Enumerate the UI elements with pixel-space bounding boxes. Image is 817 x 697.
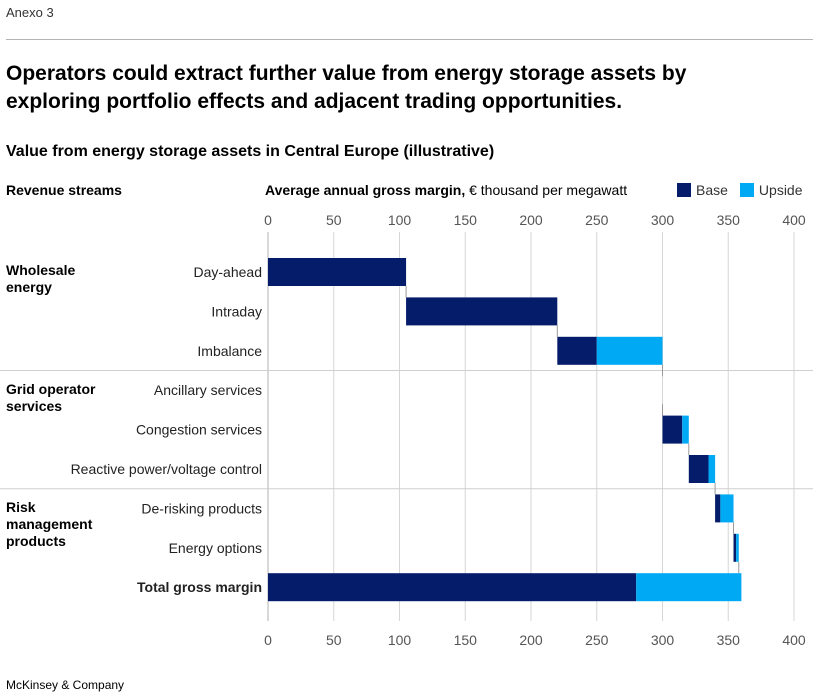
x-tick-label-top: 50	[326, 212, 342, 228]
x-tick-label-top: 250	[585, 212, 609, 228]
chart-subtitle: Value from energy storage assets in Cent…	[6, 143, 495, 160]
exhibit-label: Anexo 3	[6, 5, 54, 20]
bar-base	[688, 455, 709, 483]
legend: Base Upside	[677, 182, 803, 198]
group-label: Grid operator services	[6, 380, 96, 414]
x-tick-label-top: 0	[264, 212, 272, 228]
category-label: Reactive power/voltage control	[71, 461, 262, 477]
category-label: Total gross margin	[137, 579, 262, 595]
category-label: Energy options	[169, 540, 262, 556]
group-label: Risk management products	[6, 498, 93, 549]
footer-source: McKinsey & Company	[6, 678, 125, 692]
x-tick-label-top: 150	[454, 212, 478, 228]
legend-swatch-upside	[739, 183, 754, 197]
chart-title: Operators could extract further value fr…	[6, 62, 687, 113]
x-tick-label-bottom: 300	[651, 632, 675, 648]
legend-item-upside: Upside	[739, 182, 803, 198]
bar-upside	[596, 336, 663, 365]
x-tick-label-bottom: 50	[326, 632, 342, 648]
category-label: De-risking products	[141, 500, 262, 516]
x-tick-label-bottom: 350	[717, 632, 741, 648]
x-tick-label-top: 350	[717, 212, 741, 228]
axis-title-bold: Average annual gross margin,	[265, 182, 466, 198]
axis-title-unit: € thousand per megawatt	[469, 182, 628, 198]
category-label: Congestion services	[136, 422, 262, 438]
group-label: Wholesale energy	[6, 262, 76, 296]
axis-title: Average annual gross margin, € thousand …	[265, 182, 627, 198]
bar-base	[557, 336, 597, 365]
legend-item-base: Base	[677, 182, 728, 198]
category-label: Imbalance	[197, 343, 262, 359]
legend-label-base: Base	[696, 182, 728, 198]
x-tick-label-bottom: 0	[264, 632, 272, 648]
bar-upside	[682, 415, 689, 444]
bar-upside	[708, 455, 716, 483]
revenue-streams-header: Revenue streams	[6, 182, 122, 198]
x-tick-label-bottom: 250	[585, 632, 609, 648]
bar-upside	[736, 533, 739, 562]
x-tick-label-top: 400	[782, 212, 806, 228]
x-tick-label-bottom: 400	[782, 632, 806, 648]
legend-swatch-base	[677, 183, 691, 197]
top-divider	[6, 39, 813, 40]
bar-base	[715, 494, 721, 523]
bar-base	[406, 297, 558, 326]
bar-upside	[636, 573, 742, 602]
x-tick-label-bottom: 150	[454, 632, 478, 648]
bar-base	[268, 258, 407, 286]
bar-upside	[720, 494, 734, 523]
x-tick-label-bottom: 100	[388, 632, 412, 648]
category-label: Ancillary services	[154, 382, 262, 398]
x-tick-label-top: 300	[651, 212, 675, 228]
bar-base	[268, 573, 637, 602]
bar-base	[733, 533, 737, 562]
bar-base	[662, 415, 683, 444]
category-label: Day-ahead	[194, 264, 263, 280]
legend-label-upside: Upside	[758, 182, 803, 198]
x-tick-label-bottom: 200	[519, 632, 543, 648]
x-tick-label-top: 100	[388, 212, 412, 228]
x-tick-label-top: 200	[519, 212, 543, 228]
category-label: Intraday	[211, 303, 262, 319]
